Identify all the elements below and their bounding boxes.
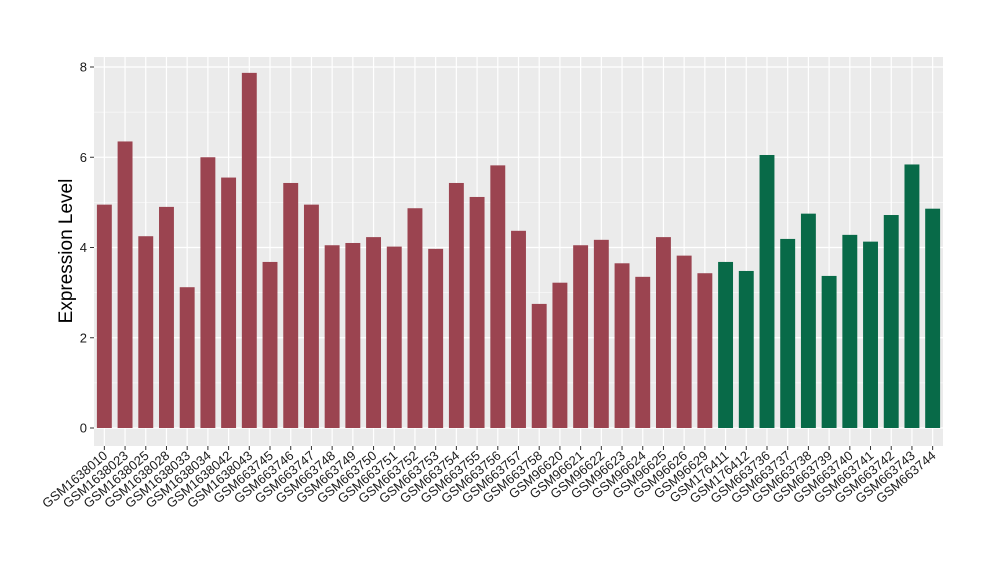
bar-GSM663750 — [366, 237, 382, 428]
y-tick-label: 0 — [80, 421, 87, 436]
bar-GSM663745 — [262, 261, 278, 428]
bar-GSM1638043 — [241, 72, 257, 429]
bar-GSM663751 — [386, 246, 402, 428]
bar-GSM96629 — [697, 273, 713, 428]
bar-GSM663756 — [490, 165, 506, 428]
bar-GSM663738 — [800, 213, 816, 428]
bar-GSM1638028 — [159, 206, 174, 428]
bar-GSM663755 — [469, 196, 485, 428]
x-axis: GSM1638010GSM1638023GSM1638025GSM1638028… — [39, 446, 939, 511]
bar-GSM1638033 — [179, 287, 195, 428]
bar-GSM1638025 — [138, 236, 154, 428]
bar-GSM96620 — [552, 282, 568, 428]
bar-GSM663737 — [780, 238, 796, 428]
bar-GSM663749 — [345, 242, 361, 428]
bar-GSM663742 — [883, 215, 899, 428]
bars — [96, 72, 941, 429]
bar-GSM96624 — [635, 276, 651, 428]
bar-GSM1638042 — [221, 177, 237, 428]
y-tick-label: 2 — [80, 330, 87, 345]
bar-GSM663747 — [303, 204, 319, 428]
y-axis-title: Expression Level — [56, 179, 77, 324]
bar-GSM663753 — [428, 248, 444, 428]
y-tick-label: 6 — [80, 150, 87, 165]
bar-GSM96622 — [593, 239, 609, 428]
y-axis: 0 2 4 6 8 — [80, 60, 94, 436]
bar-GSM663744 — [925, 208, 941, 428]
bar-GSM96621 — [573, 245, 589, 428]
bar-GSM96623 — [614, 263, 630, 428]
bar-GSM96625 — [655, 237, 671, 428]
bar-GSM1638034 — [200, 157, 216, 428]
bar-GSM663752 — [407, 208, 423, 428]
bar-GSM663739 — [821, 275, 837, 428]
bar-GSM96626 — [676, 255, 692, 428]
bar-GSM663743 — [904, 164, 920, 428]
bar-GSM1638010 — [96, 204, 112, 428]
bar-GSM663740 — [842, 234, 858, 428]
bar-GSM663757 — [511, 230, 526, 428]
bar-GSM663741 — [863, 241, 878, 428]
y-tick-label: 8 — [80, 60, 87, 75]
bar-GSM663754 — [448, 182, 464, 428]
bar-GSM663746 — [283, 182, 299, 428]
bar-GSM663748 — [324, 245, 340, 428]
bar-GSM176411 — [718, 261, 734, 428]
bar-GSM663736 — [759, 154, 775, 428]
y-tick-label: 4 — [80, 240, 87, 255]
bar-GSM663758 — [531, 303, 547, 428]
bar-GSM176412 — [738, 270, 754, 428]
bar-GSM1638023 — [117, 141, 133, 429]
